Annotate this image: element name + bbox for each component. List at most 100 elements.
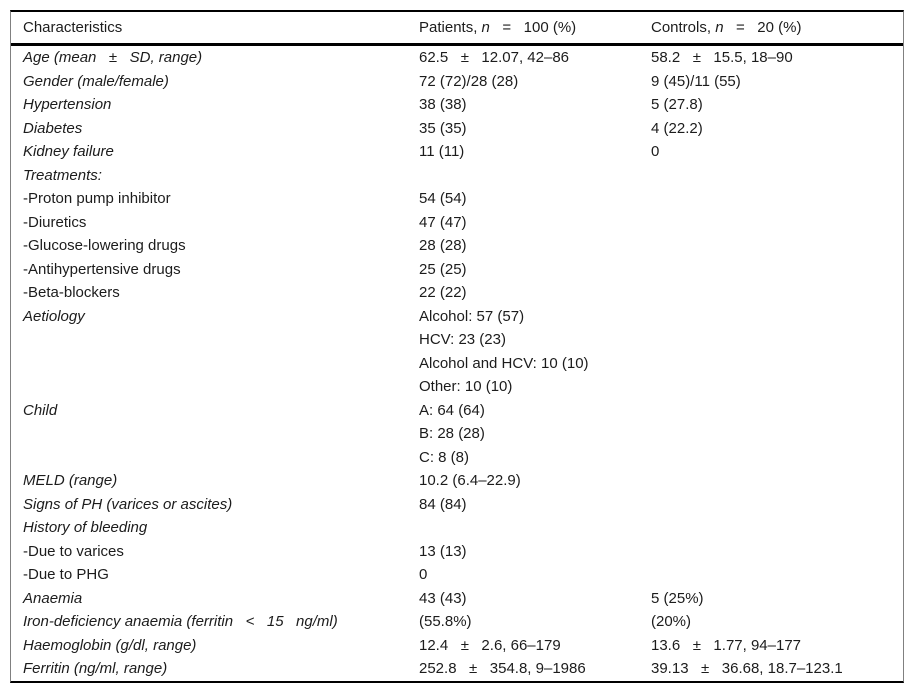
- header-patients-prefix: Patients,: [419, 19, 482, 36]
- patients-value: 11 (11): [419, 143, 465, 160]
- table-row: Ferritin (ng/ml, range) 252.8 ± 354.8, 9…: [11, 657, 903, 681]
- table-row: Diabetes 35 (35) 4 (22.2): [11, 117, 903, 141]
- patients-value: 38 (38): [419, 96, 467, 113]
- table-row: -Diuretics 47 (47): [11, 211, 903, 235]
- n-symbol: n: [715, 19, 724, 36]
- patients-value: 22 (22): [419, 284, 467, 301]
- row-label: Anaemia: [23, 589, 83, 607]
- controls-value: 4 (22.2): [651, 119, 703, 137]
- row-label: Child: [23, 401, 58, 419]
- controls-value: [651, 305, 903, 399]
- table-row: Kidney failure 11 (11) 0: [11, 140, 903, 164]
- table-row: Hypertension 38 (38) 5 (27.8): [11, 93, 903, 117]
- table-row: -Antihypertensive drugs 25 (25): [11, 258, 903, 282]
- row-label: Hypertension: [23, 96, 112, 113]
- table-row: Treatments:: [11, 164, 903, 188]
- row-label: -Glucose-lowering drugs: [23, 237, 186, 254]
- patients-value: 43 (43): [419, 589, 467, 607]
- table-row: Child A: 64 (64) B: 28 (28) C: 8 (8): [11, 399, 903, 470]
- patients-value: 10.2 (6.4–22.9): [419, 472, 521, 489]
- controls-value: [651, 399, 903, 470]
- row-label: Iron-deficiency anaemia (ferritin < 15 n…: [23, 613, 338, 630]
- row-label: Haemoglobin (g/dl, range): [23, 636, 197, 654]
- table-header-row: Characteristics Patients, n = 100 (%) Co…: [11, 12, 903, 46]
- patients-value: [419, 164, 651, 188]
- table-row: -Proton pump inhibitor 54 (54): [11, 187, 903, 211]
- characteristics-table: Characteristics Patients, n = 100 (%) Co…: [10, 10, 904, 683]
- row-label: -Diuretics: [23, 213, 87, 231]
- controls-value: [651, 563, 903, 587]
- patients-value: [419, 516, 651, 540]
- table-row: MELD (range) 10.2 (6.4–22.9): [11, 469, 903, 493]
- header-controls-prefix: Controls,: [651, 19, 716, 36]
- row-label: -Due to PHG: [23, 566, 109, 583]
- table-row: Signs of PH (varices or ascites) 84 (84): [11, 493, 903, 517]
- controls-value: [651, 540, 903, 564]
- controls-value: 58.2 ± 15.5, 18–90: [651, 49, 793, 66]
- table-row: Haemoglobin (g/dl, range) 12.4 ± 2.6, 66…: [11, 634, 903, 658]
- controls-value: [651, 516, 903, 540]
- row-label: History of bleeding: [23, 519, 148, 536]
- controls-value: [651, 164, 903, 188]
- table-row: -Beta-blockers 22 (22): [11, 281, 903, 305]
- row-label: Ferritin (ng/ml, range): [23, 660, 168, 677]
- header-controls: Controls, n = 20 (%): [651, 12, 903, 43]
- table-row: Aetiology Alcohol: 57 (57) HCV: 23 (23) …: [11, 305, 903, 399]
- controls-value: 5 (27.8): [651, 96, 703, 113]
- patients-value: 62.5 ± 12.07, 42–86: [419, 49, 570, 66]
- controls-value: [651, 493, 903, 517]
- patients-value: 54 (54): [419, 190, 467, 207]
- row-label: -Antihypertensive drugs: [23, 260, 181, 278]
- row-label: -Due to varices: [23, 542, 124, 560]
- patients-value: 84 (84): [419, 495, 467, 513]
- row-label: Age (mean ± SD, range): [23, 49, 203, 66]
- table-row: History of bleeding: [11, 516, 903, 540]
- controls-value: 9 (45)/11 (55): [651, 72, 741, 90]
- row-label: Gender (male/female): [23, 72, 169, 90]
- row-label: Treatments:: [23, 166, 102, 184]
- n-symbol: n: [481, 19, 490, 36]
- row-label: Signs of PH (varices or ascites): [23, 495, 233, 513]
- patients-value: 35 (35): [419, 119, 467, 137]
- row-label: Aetiology: [23, 307, 85, 325]
- table-row: -Due to PHG 0: [11, 563, 903, 587]
- header-controls-count: = 20 (%): [723, 19, 802, 36]
- controls-value: [651, 187, 903, 211]
- patients-value: 28 (28): [419, 237, 467, 254]
- header-characteristics: Characteristics: [23, 19, 123, 36]
- table-row: -Glucose-lowering drugs 28 (28): [11, 234, 903, 258]
- table-row: Age (mean ± SD, range) 62.5 ± 12.07, 42–…: [11, 46, 903, 70]
- table-row: Iron-deficiency anaemia (ferritin < 15 n…: [11, 610, 903, 634]
- patients-value: 47 (47): [419, 213, 467, 231]
- patients-value: Alcohol: 57 (57) HCV: 23 (23) Alcohol an…: [419, 307, 589, 396]
- controls-value: [651, 234, 903, 258]
- row-label: Kidney failure: [23, 143, 114, 160]
- row-label: -Beta-blockers: [23, 284, 120, 301]
- table-body: Age (mean ± SD, range) 62.5 ± 12.07, 42–…: [11, 46, 903, 681]
- patients-value: 0: [419, 566, 428, 583]
- row-label: Diabetes: [23, 119, 83, 137]
- row-label: MELD (range): [23, 472, 118, 489]
- patients-value: 13 (13): [419, 542, 467, 560]
- row-label: -Proton pump inhibitor: [23, 190, 171, 207]
- patients-value: 252.8 ± 354.8, 9–1986: [419, 660, 586, 677]
- controls-value: [651, 211, 903, 235]
- controls-value: 0: [651, 143, 660, 160]
- table-row: Gender (male/female) 72 (72)/28 (28) 9 (…: [11, 70, 903, 94]
- controls-value: [651, 469, 903, 493]
- controls-value: (20%): [651, 613, 692, 630]
- controls-value: 5 (25%): [651, 589, 704, 607]
- patients-value: 12.4 ± 2.6, 66–179: [419, 636, 561, 654]
- controls-value: 13.6 ± 1.77, 94–177: [651, 636, 802, 654]
- table-row: Anaemia 43 (43) 5 (25%): [11, 587, 903, 611]
- controls-value: 39.13 ± 36.68, 18.7–123.1: [651, 660, 843, 677]
- patients-value: 25 (25): [419, 260, 467, 278]
- table-row: -Due to varices 13 (13): [11, 540, 903, 564]
- patients-value: 72 (72)/28 (28): [419, 72, 519, 90]
- controls-value: [651, 281, 903, 305]
- patients-value: (55.8%): [419, 613, 472, 630]
- patients-value: A: 64 (64) B: 28 (28) C: 8 (8): [419, 401, 485, 466]
- controls-value: [651, 258, 903, 282]
- header-patients: Patients, n = 100 (%): [419, 12, 651, 43]
- header-patients-count: = 100 (%): [489, 19, 577, 36]
